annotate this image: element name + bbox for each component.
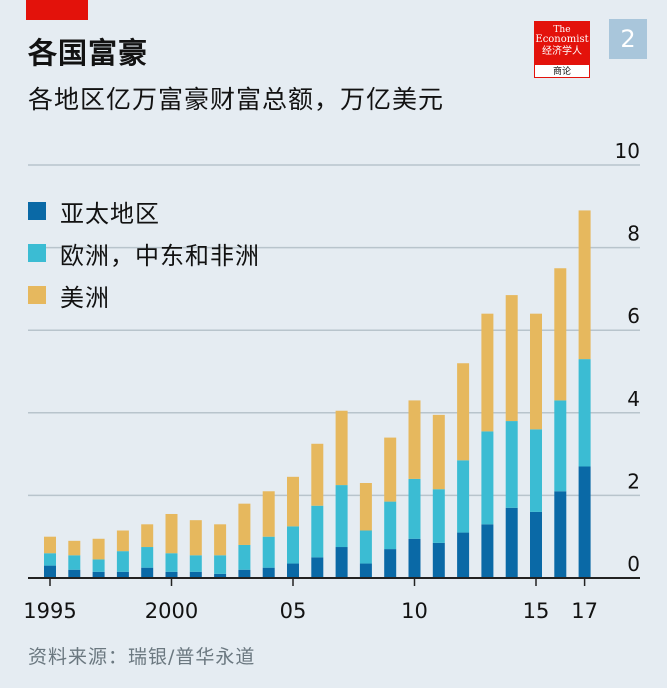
bar-emea-1996 — [68, 555, 81, 570]
bar-asia_pacific-2010 — [408, 538, 421, 578]
bar-americas-2008 — [359, 483, 372, 531]
bar-asia_pacific-1998 — [116, 571, 129, 578]
legend-label-asia-pacific: 亚太地区 — [60, 199, 160, 228]
bar-emea-2001 — [189, 555, 202, 572]
x-tick-label: 10 — [401, 599, 428, 623]
bar-americas-2007 — [335, 410, 348, 486]
bar-asia_pacific-2016 — [554, 491, 567, 578]
bar-emea-2014 — [505, 421, 518, 508]
bar-americas-1998 — [116, 530, 129, 552]
legend-item-americas: 美洲 — [28, 274, 260, 316]
bar-americas-2012 — [457, 363, 470, 461]
bar-americas-2005 — [287, 476, 299, 527]
bar-asia_pacific-2008 — [359, 563, 372, 578]
bar-americas-1997 — [92, 538, 105, 560]
bar-emea-2010 — [408, 478, 421, 539]
bar-emea-2012 — [457, 460, 470, 533]
x-tick-label: 2000 — [145, 599, 198, 623]
bar-asia_pacific-2004 — [262, 567, 275, 578]
bar-emea-2011 — [432, 489, 445, 543]
bar-emea-2004 — [262, 536, 275, 568]
bar-asia_pacific-2012 — [457, 532, 470, 578]
chart-legend: 亚太地区 欧洲，中东和非洲 美洲 — [28, 190, 260, 316]
bar-asia_pacific-2003 — [238, 569, 251, 578]
bar-emea-2003 — [238, 544, 251, 570]
bar-americas-2010 — [408, 400, 421, 479]
bar-asia_pacific-2006 — [311, 557, 324, 578]
bar-americas-2009 — [384, 437, 397, 502]
bar-americas-1996 — [68, 540, 81, 556]
bar-asia_pacific-1999 — [141, 567, 154, 578]
x-tick-label: 05 — [280, 599, 307, 623]
bar-americas-2006 — [311, 443, 324, 506]
bar-asia_pacific-2000 — [165, 571, 178, 578]
economist-logo: The Economist 经济学人 商论 — [534, 21, 590, 78]
bar-americas-2002 — [214, 524, 227, 556]
chart-title: 各国富豪 — [28, 36, 149, 70]
bar-asia_pacific-2005 — [287, 563, 299, 578]
bar-asia_pacific-1997 — [92, 571, 105, 578]
bar-emea-2016 — [554, 400, 567, 492]
bar-asia_pacific-2007 — [335, 547, 348, 578]
bar-emea-1999 — [141, 547, 154, 568]
bar-emea-2015 — [530, 429, 542, 512]
bar-emea-2009 — [384, 501, 397, 550]
bar-americas-2017 — [578, 210, 591, 360]
x-tick-label: 1995 — [23, 599, 76, 623]
bar-emea-1998 — [116, 551, 129, 572]
bar-emea-2006 — [311, 505, 324, 558]
bar-emea-2002 — [214, 555, 227, 574]
bar-americas-2004 — [262, 491, 275, 537]
bar-emea-2017 — [578, 359, 591, 467]
y-tick-label: 0 — [627, 552, 640, 576]
bar-asia_pacific-1996 — [68, 569, 81, 578]
bar-americas-2013 — [481, 313, 494, 432]
source-note: 资料来源：瑞银/普华永道 — [28, 646, 256, 668]
y-tick-label: 10 — [615, 139, 640, 163]
brand-red-bar — [26, 0, 88, 20]
bar-asia_pacific-2014 — [505, 507, 518, 578]
legend-swatch-emea — [28, 244, 46, 262]
bar-americas-1999 — [141, 524, 154, 548]
bar-asia_pacific-2001 — [189, 571, 202, 578]
x-tick-label: 17 — [571, 599, 598, 623]
bar-emea-2005 — [287, 526, 299, 564]
bar-emea-1997 — [92, 559, 105, 572]
legend-item-asia-pacific: 亚太地区 — [28, 190, 260, 232]
bar-americas-2014 — [505, 295, 518, 422]
bar-emea-1995 — [44, 553, 56, 566]
bar-asia_pacific-2013 — [481, 524, 494, 578]
y-tick-label: 4 — [627, 387, 640, 411]
bar-asia_pacific-2002 — [214, 573, 227, 578]
bar-americas-2001 — [189, 520, 202, 556]
bar-asia_pacific-2017 — [578, 466, 591, 578]
bar-americas-2011 — [432, 414, 445, 490]
legend-swatch-americas — [28, 286, 46, 304]
bar-asia_pacific-2009 — [384, 549, 397, 578]
chart-number-badge: 2 — [609, 19, 647, 59]
y-tick-label: 6 — [627, 304, 640, 328]
bar-emea-2007 — [335, 485, 348, 548]
legend-item-emea: 欧洲，中东和非洲 — [28, 232, 260, 274]
bar-emea-2013 — [481, 431, 494, 525]
y-tick-label: 2 — [627, 469, 640, 493]
legend-swatch-asia-pacific — [28, 202, 46, 220]
chart-subtitle: 各地区亿万富豪财富总额，万亿美元 — [28, 85, 445, 114]
x-tick-label: 15 — [523, 599, 550, 623]
bar-asia_pacific-2011 — [432, 542, 445, 578]
bar-americas-2016 — [554, 268, 567, 401]
legend-label-americas: 美洲 — [60, 283, 110, 312]
y-tick-label: 8 — [627, 222, 640, 246]
bar-emea-2008 — [359, 530, 372, 564]
bar-americas-2003 — [238, 503, 251, 545]
bar-americas-2015 — [530, 313, 542, 430]
bar-americas-2000 — [165, 513, 178, 554]
bar-emea-2000 — [165, 553, 178, 572]
bar-asia_pacific-2015 — [530, 511, 542, 578]
bar-americas-1995 — [44, 536, 56, 554]
bar-asia_pacific-1995 — [44, 565, 56, 578]
legend-label-emea: 欧洲，中东和非洲 — [60, 241, 260, 270]
